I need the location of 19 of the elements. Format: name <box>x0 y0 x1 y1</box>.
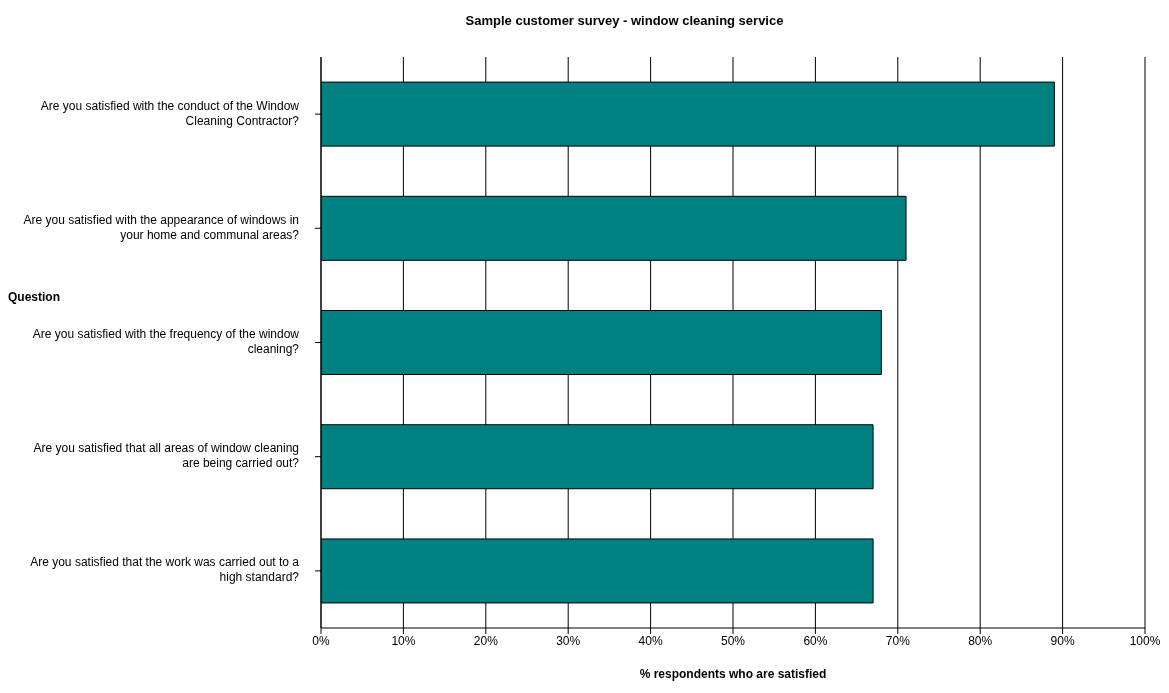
chart-title: Sample customer survey - window cleaning service <box>464 13 785 28</box>
x-tick-label: 20% <box>473 633 499 648</box>
y-tick-label: Are you satisfied that all areas of window cleaning are being carried out? <box>33 441 300 471</box>
y-tick-label: Are you satisfied with the frequency of the window cleaning? <box>32 327 300 357</box>
x-tick-label: 80% <box>968 633 993 648</box>
x-tick-label: 10% <box>391 633 416 648</box>
y-tick-label: Are you satisfied that the work was carried out to a high standard? <box>30 555 300 585</box>
y-tick-label: Are you satisfied with the conduct of the Window Cleaning Contractor? <box>40 98 300 128</box>
y-axis-title: Question <box>8 290 61 304</box>
x-axis-title: % respondents who are satisfied <box>639 667 827 681</box>
x-tick-label: 70% <box>885 633 911 648</box>
x-tick-label: 100% <box>1129 633 1161 648</box>
x-tick-label: 30% <box>556 633 581 648</box>
x-tick-label: 90% <box>1050 633 1075 648</box>
x-tick-label: 40% <box>638 633 663 648</box>
x-tick-label: 0% <box>312 633 330 648</box>
x-tick-label: 60% <box>803 633 828 648</box>
y-tick-label: Are you satisfied with the appearance of windows in your home and communal areas? <box>23 212 300 242</box>
x-tick-label: 50% <box>720 633 746 648</box>
